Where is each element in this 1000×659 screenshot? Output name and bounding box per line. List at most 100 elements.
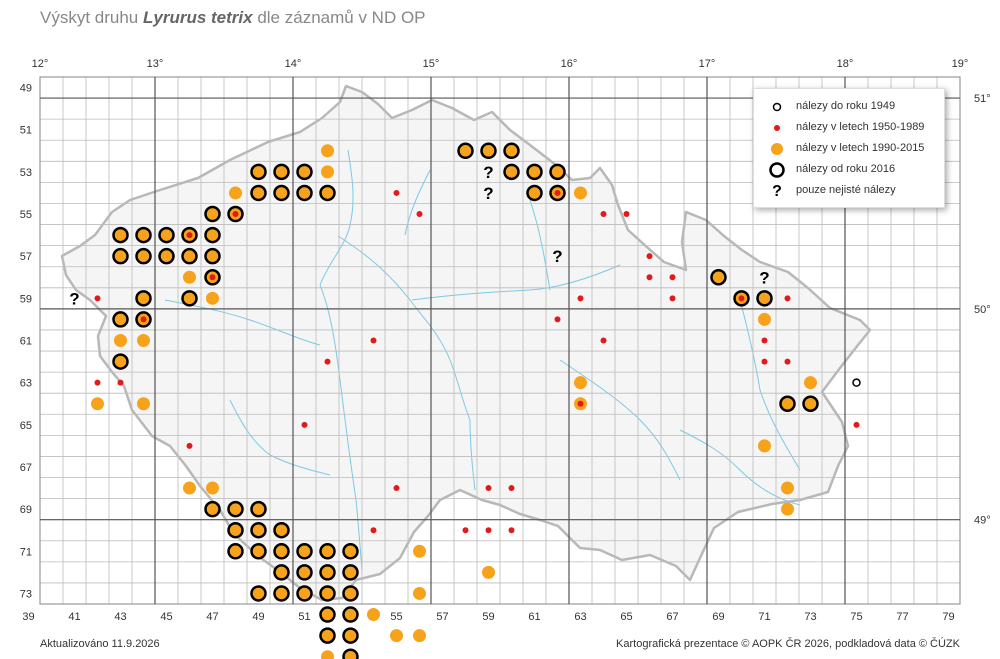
- record-since-2016: [273, 564, 290, 581]
- record-2016-fill: [344, 586, 357, 600]
- record-2016-fill: [505, 144, 518, 158]
- record-2016-fill: [321, 608, 334, 622]
- record-since-2016: [227, 500, 244, 518]
- river: [404, 169, 431, 236]
- record-2016-fill: [252, 586, 265, 600]
- record-since-2016: [273, 585, 290, 602]
- record-since-2016: [112, 353, 129, 370]
- record-2016-fill: [321, 586, 334, 600]
- record-since-2016: [526, 163, 543, 181]
- record-2016-fill: [712, 270, 725, 284]
- record-since-2016: [319, 543, 336, 560]
- legend-item-2016: nálezy od roku 2016: [754, 160, 944, 180]
- record-1950-1989: [577, 295, 584, 302]
- record-1950-1989: [738, 295, 745, 302]
- record-1990-2015: [229, 186, 242, 200]
- record-2016-fill: [206, 228, 219, 242]
- record-since-2016: [802, 395, 819, 412]
- record-since-2016: [250, 500, 267, 518]
- row-label: 73: [20, 588, 32, 600]
- record-since-2016: [296, 184, 313, 202]
- record-1990-2015: [367, 608, 380, 622]
- record-since-2016: [204, 500, 221, 518]
- update-date: Aktualizováno 11.9.2026: [40, 638, 160, 650]
- record-2016-fill: [229, 544, 242, 558]
- record-since-2016: [112, 247, 129, 265]
- species-name: Lyrurus tetrix: [143, 8, 253, 27]
- record-2016-fill: [344, 565, 357, 579]
- record-1950-1989: [508, 485, 515, 492]
- record-2016-fill: [206, 249, 219, 263]
- record-2016-fill: [298, 544, 311, 558]
- record-since-2016: [227, 543, 244, 560]
- record-2016-fill: [137, 291, 150, 305]
- record-since-2016: [503, 142, 520, 160]
- column-label: 57: [436, 611, 448, 623]
- river: [679, 429, 801, 506]
- record-since-2016: [549, 184, 566, 202]
- record-1950-1989: [784, 358, 791, 365]
- record-2016-fill: [114, 312, 127, 326]
- record-1990-2015: [206, 291, 219, 305]
- record-2016-fill: [160, 228, 173, 242]
- row-label: 53: [20, 167, 32, 179]
- legend-item-1990: nálezy v letech 1990-2015: [754, 139, 944, 159]
- longitude-label: 14°: [285, 58, 302, 70]
- legend-label: nálezy od roku 2016: [796, 163, 896, 175]
- record-2016-fill: [321, 565, 334, 579]
- marker-layer: ?????: [69, 142, 861, 659]
- record-2016-fill: [344, 629, 357, 643]
- record-2016-fill: [275, 586, 288, 600]
- credits: Kartografická prezentace © AOPK ČR 2026,…: [616, 638, 960, 650]
- record-1950-1989: [393, 485, 400, 492]
- record-2016-fill: [528, 186, 541, 200]
- record-uncertain: ?: [759, 268, 769, 287]
- row-label: 69: [20, 504, 32, 516]
- grid-layer: [39, 76, 961, 605]
- record-1950-1989: [301, 421, 308, 428]
- record-since-2016: [135, 247, 152, 265]
- record-1990-2015: [413, 544, 426, 558]
- column-label: 69: [712, 611, 724, 623]
- map-title: Výskyt druhu Lyrurus tetrix dle záznamů …: [40, 8, 426, 27]
- record-since-2016: [296, 163, 313, 181]
- legend-symbol: [774, 125, 780, 131]
- record-since-2016: [710, 269, 727, 286]
- record-1990-2015: [114, 334, 127, 347]
- record-2016-fill: [344, 608, 357, 622]
- record-since-2016: [319, 564, 336, 581]
- record-since-2016: [296, 585, 313, 602]
- record-since-2016: [526, 184, 543, 202]
- record-1990-2015: [137, 397, 150, 411]
- record-since-2016: [342, 585, 359, 602]
- record-2016-fill: [344, 544, 357, 558]
- record-since-2016: [319, 585, 336, 602]
- record-1950-1989: [784, 295, 791, 302]
- row-label: 65: [20, 420, 32, 432]
- column-label: 45: [160, 611, 172, 623]
- record-since-2016: [342, 564, 359, 581]
- record-since-2016: [756, 290, 773, 307]
- record-since-2016: [227, 205, 244, 223]
- record-since-2016: [250, 585, 267, 602]
- record-1950-1989: [761, 358, 768, 365]
- legend-item-1950: nálezy v letech 1950-1989: [754, 118, 944, 138]
- orange-disc-icon: [771, 143, 783, 155]
- record-2016-fill: [252, 186, 265, 200]
- row-label: 67: [20, 462, 32, 474]
- record-since-2016: [342, 648, 359, 659]
- record-since-2016: [319, 184, 336, 202]
- record-since-2016: [112, 311, 129, 328]
- column-label: 55: [390, 611, 402, 623]
- record-since-2016: [112, 226, 129, 244]
- record-since-2016: [457, 142, 474, 160]
- record-2016-fill: [114, 228, 127, 242]
- longitude-label: 18°: [837, 58, 854, 70]
- legend-symbol: [772, 102, 782, 112]
- record-1950-1989: [669, 295, 676, 302]
- column-label: 67: [666, 611, 678, 623]
- record-since-2016: [158, 247, 175, 265]
- column-label: 49: [252, 611, 264, 623]
- record-2016-fill: [252, 502, 265, 516]
- record-since-2016: [227, 521, 244, 539]
